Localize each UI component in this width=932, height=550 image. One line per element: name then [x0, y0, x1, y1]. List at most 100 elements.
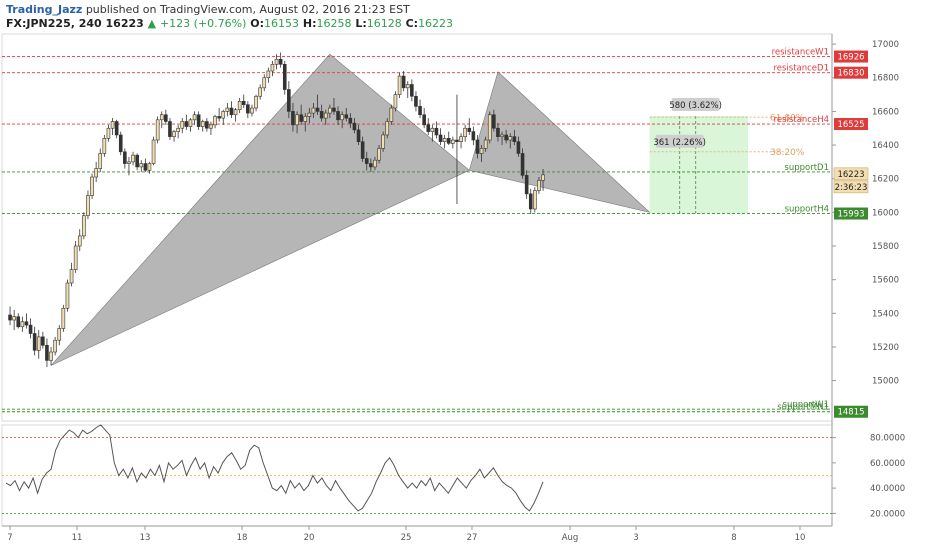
candle-body [508, 136, 513, 141]
candle-body [229, 107, 234, 116]
candle-body [143, 163, 148, 171]
price-tick-label: 16800 [872, 74, 899, 84]
candle-body [82, 215, 86, 237]
countdown-tag [833, 180, 869, 194]
candle-body [524, 175, 529, 195]
quote-line: FX:JPN225, 240 16223 ▲ +123 (+0.76%) O:1… [6, 17, 453, 31]
candle-body [102, 138, 107, 154]
candle-body [258, 87, 262, 97]
oscillator-line [5, 424, 544, 512]
candle-body [241, 101, 246, 105]
candle-body [381, 134, 385, 149]
author-link[interactable]: Trading_Jazz [6, 3, 83, 16]
candle-body [328, 107, 332, 114]
candle-body [164, 114, 168, 122]
level-name-label: supportMN1 [777, 403, 829, 413]
candle-body [168, 121, 172, 137]
candle-body [246, 104, 250, 114]
candle-body [311, 107, 316, 114]
up-arrow-icon: ▲ [147, 17, 157, 30]
level-price-label: 16926 [837, 53, 864, 63]
price-tick-label: 15600 [872, 276, 899, 286]
candle-body [225, 107, 230, 112]
candle-body [364, 158, 369, 164]
candle-body [98, 153, 103, 169]
candle-body [135, 154, 139, 168]
low-value: 16128 [366, 17, 402, 30]
price-tick-label: 15800 [872, 242, 899, 252]
candle-body [36, 336, 41, 351]
candle-body [65, 282, 70, 309]
candle-body [114, 121, 119, 136]
candle-body [49, 351, 53, 361]
candle-body [426, 124, 431, 132]
level-price-label: 15993 [837, 210, 864, 220]
candle-body [295, 114, 299, 126]
harmonic-xab-triangle [50, 53, 470, 366]
measure-label-box [655, 134, 704, 148]
candle-body [266, 70, 271, 79]
candle-body [369, 163, 373, 168]
candle-body [512, 136, 517, 142]
target-zone [649, 115, 749, 214]
candle-body [57, 328, 62, 341]
candle-body [410, 84, 414, 97]
candle-body [373, 159, 377, 168]
symbol-label: FX:JPN225, 240 [6, 17, 102, 30]
candle-body [397, 75, 402, 95]
candle-body [528, 193, 533, 210]
candle-body [377, 148, 381, 161]
fib-level-label: 38.20% [770, 148, 805, 158]
close-value: 16223 [418, 17, 454, 30]
level-price-label: 14815 [837, 408, 864, 418]
last-price-label: 16223 [837, 170, 864, 180]
candle-body [41, 336, 45, 346]
price-tick-label: 16000 [872, 208, 899, 218]
candle-body [176, 127, 180, 132]
candle-body [360, 141, 365, 159]
candle-body [172, 131, 176, 137]
candle-body [340, 114, 344, 121]
candle-body [451, 139, 455, 144]
price-tick-label: 15400 [872, 309, 899, 319]
published-text: published on TradingView.com, August 02,… [85, 3, 410, 16]
last-price: 16223 [105, 17, 144, 30]
candle-body [291, 111, 295, 126]
level-name-label: resistanceW1 [772, 48, 829, 58]
change-value: +123 (+0.76%) [159, 17, 247, 30]
candle-body [422, 114, 426, 126]
candle-body [401, 75, 406, 89]
candle-body [209, 124, 213, 129]
candle-body [446, 138, 451, 144]
price-tick-label: 15000 [872, 377, 899, 387]
candle-body [405, 84, 410, 89]
candle-body [110, 121, 115, 129]
time-tick-label: 11 [72, 533, 83, 543]
level-price-label: 16525 [837, 120, 864, 130]
candle-body [299, 114, 303, 122]
candle-body [16, 316, 21, 328]
candle-body [180, 121, 185, 129]
candle-body [323, 112, 328, 119]
countdown-label: 2:36:23 [835, 183, 868, 193]
level-price-tag [834, 207, 868, 220]
last-price-tag [833, 167, 869, 181]
time-tick-label: 27 [467, 533, 478, 543]
candle-body [467, 127, 472, 132]
candle-body [123, 151, 127, 164]
candle-body [233, 109, 238, 116]
candle-body [12, 316, 16, 321]
price-tick-label: 16200 [872, 175, 899, 185]
candle-body [344, 114, 349, 119]
level-price-tag [834, 405, 868, 418]
candle-body [307, 112, 312, 117]
candle-body [45, 344, 49, 361]
candle-body [492, 114, 496, 129]
level-name-label: resistanceD1 [773, 64, 829, 74]
candle-body [159, 114, 164, 121]
candle-body [90, 176, 94, 196]
price-tick-label: 16400 [872, 141, 899, 151]
time-tick-label: Aug [562, 533, 579, 543]
candle-body [459, 136, 463, 142]
